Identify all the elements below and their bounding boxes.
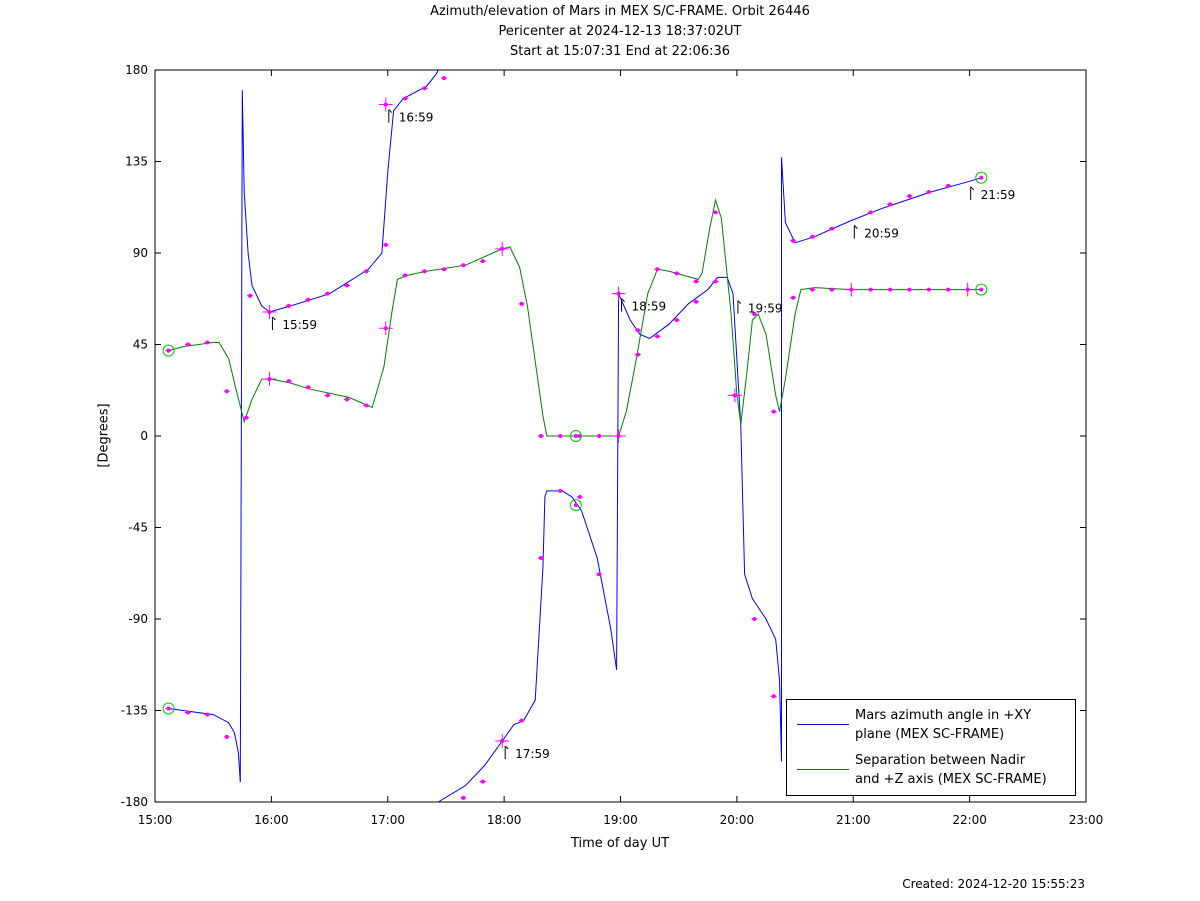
x-tick-label: 16:00 <box>254 813 289 827</box>
time-annotation-label: 21:59 <box>981 188 1016 202</box>
time-annotation-arrowhead <box>388 109 393 113</box>
azimuth-cross-marker-dot <box>383 102 388 107</box>
azimuth-series-line <box>437 490 618 803</box>
created-timestamp: Created: 2024-12-20 15:55:23 <box>902 877 1085 891</box>
y-tick-label: -135 <box>121 704 148 718</box>
x-tick-label: 18:00 <box>487 813 522 827</box>
x-tick-label: 23:00 <box>1069 813 1104 827</box>
azimuth-endpoint-marker <box>162 702 175 715</box>
chart-title-line-2: Pericenter at 2024-12-13 18:37:02UT <box>498 24 742 39</box>
separation-cross-marker-dot <box>965 287 970 292</box>
time-annotation-arrowhead <box>272 316 276 321</box>
time-annotation-arrowhead <box>737 300 742 305</box>
x-axis-label: Time of day UT <box>570 836 670 851</box>
azimuth-endpoint-dot <box>979 175 984 180</box>
azimuth-cross-marker-dot <box>267 309 272 314</box>
separation-cross-marker-dot <box>732 393 737 398</box>
separation-endpoint-dot <box>166 348 171 353</box>
separation-cross-marker-dot <box>500 246 505 251</box>
x-tick-label: 21:00 <box>836 813 871 827</box>
time-annotation-arrowhead <box>504 745 509 750</box>
azimuth-endpoint-dot <box>573 503 578 508</box>
y-tick-label: 45 <box>133 338 148 352</box>
time-annotation-label: 17:59 <box>515 747 550 761</box>
legend-swatch-separation <box>797 769 849 770</box>
time-annotation-label: 20:59 <box>864 226 899 240</box>
time-annotation-arrowhead <box>853 225 858 229</box>
separation-endpoint-dot <box>979 287 984 292</box>
azimuth-endpoint-marker <box>569 499 582 512</box>
separation-endpoint-marker <box>569 430 582 442</box>
y-tick-label: -45 <box>128 521 148 535</box>
legend-entry-azimuth: Mars azimuth angle in +XY plane (MEX SC-… <box>787 704 1077 744</box>
azimuth-series-line <box>781 157 982 762</box>
x-tick-label: 22:00 <box>952 813 987 827</box>
separation-cross-marker-dot <box>267 377 272 382</box>
legend: Mars azimuth angle in +XY plane (MEX SC-… <box>786 699 1076 796</box>
axes-layer: 15:00 16:00 17:00 18:00 19:00 20:00 21:00 22:00… <box>121 63 1104 827</box>
separation-endpoint-marker <box>975 283 988 296</box>
chart-title-line-3: Start at 15:07:31 End at 22:06:36 <box>509 44 731 59</box>
y-tick-label: 0 <box>140 429 148 443</box>
azimuth-endpoint-marker <box>975 171 988 184</box>
x-tick-label: 17:00 <box>370 813 405 827</box>
separation-endpoint-marker <box>162 344 175 357</box>
azimuth-endpoint-dot <box>166 706 171 711</box>
separation-cross-marker-dot <box>383 326 388 331</box>
time-annotation-arrowhead <box>970 186 975 191</box>
separation-cross-marker-dot <box>616 434 621 438</box>
azimuth-cross-marker-dot <box>616 291 621 296</box>
time-annotation-label: 18:59 <box>632 300 667 314</box>
legend-label-azimuth: Mars azimuth angle in +XY plane (MEX SC-… <box>855 708 1032 742</box>
y-tick-label: 180 <box>125 63 148 77</box>
legend-label-separation: Separation between Nadir and +Z axis (ME… <box>855 753 1047 787</box>
x-tick-label: 20:00 <box>720 813 755 827</box>
separation-cross-marker-dot <box>849 287 854 292</box>
legend-swatch-azimuth <box>797 724 849 725</box>
y-tick-label: -90 <box>128 612 148 626</box>
azimuth-series-line <box>239 69 439 782</box>
y-axis-label: [Degrees] <box>96 403 112 468</box>
annotation-layer: 15:59 16:59 17:59 18:59 19:59 20:59 21:59 <box>271 109 1016 761</box>
time-annotation-label: 19:59 <box>748 302 783 316</box>
separation-endpoint-dot <box>573 434 578 438</box>
azimuth-series-line <box>168 708 241 782</box>
marker-layer <box>162 76 988 800</box>
time-annotation-label: 15:59 <box>282 318 317 332</box>
azimuth-cross-marker-dot <box>500 739 505 743</box>
chart-title-line-1: Azimuth/elevation of Mars in MEX S/C-FRA… <box>430 4 810 19</box>
y-tick-label: 90 <box>133 246 148 260</box>
azimuth-series-line <box>616 276 782 762</box>
x-tick-label: 15:00 <box>138 813 173 827</box>
legend-entry-separation: Separation between Nadir and +Z axis (ME… <box>787 749 1077 789</box>
y-tick-label: -180 <box>121 795 148 809</box>
x-tick-label: 19:00 <box>603 813 638 827</box>
time-annotation-arrowhead <box>621 298 625 303</box>
time-annotation-label: 16:59 <box>399 111 434 125</box>
y-tick-label: 135 <box>125 155 148 169</box>
